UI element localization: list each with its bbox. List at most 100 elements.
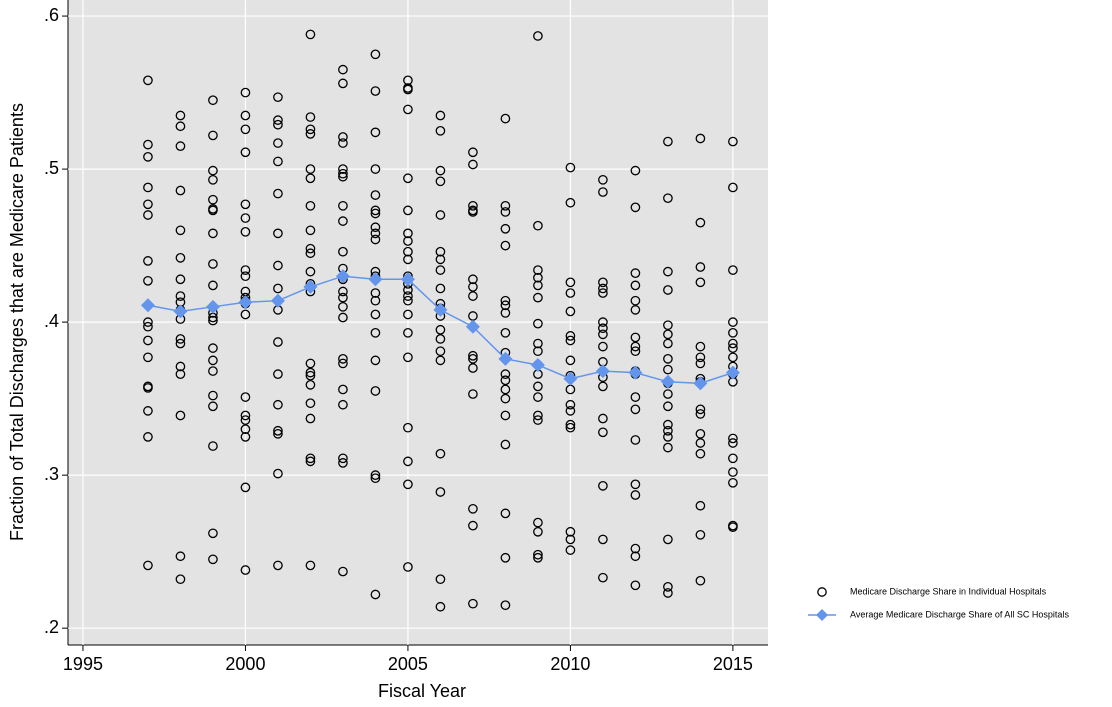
scatter-point xyxy=(663,329,673,340)
line-point xyxy=(660,374,675,389)
scatter-point xyxy=(630,580,641,591)
scatter-point xyxy=(370,208,381,219)
line-point xyxy=(335,269,350,284)
line-point xyxy=(400,272,415,287)
scatter-point xyxy=(338,246,348,257)
scatter-point xyxy=(565,399,576,410)
scatter-point xyxy=(338,64,348,75)
scatter-point xyxy=(403,456,413,467)
scatter-point xyxy=(533,318,543,329)
scatter-point xyxy=(533,526,543,537)
legend-label: Medicare Discharge Share in Individual H… xyxy=(850,586,1047,596)
line-point xyxy=(595,364,610,379)
scatter-point xyxy=(370,295,381,306)
scatter-point xyxy=(338,358,348,369)
scatter-point xyxy=(630,268,641,278)
scatter-point xyxy=(305,243,316,254)
scatter-point xyxy=(695,428,706,439)
scatter-point xyxy=(240,147,251,158)
scatter-point xyxy=(565,534,576,545)
line-point xyxy=(270,293,285,308)
scatter-point xyxy=(630,435,641,445)
scatter-point xyxy=(175,334,186,344)
scatter-point xyxy=(305,225,316,236)
scatter-point xyxy=(500,439,511,450)
scatter-point xyxy=(370,288,381,298)
scatter-point xyxy=(208,165,218,176)
scatter-point xyxy=(240,271,251,282)
scatter-point xyxy=(663,193,673,204)
scatter-point xyxy=(175,338,186,349)
scatter-point xyxy=(143,139,153,150)
line-point xyxy=(205,299,220,314)
scatter-point xyxy=(663,442,673,453)
scatter-point xyxy=(175,361,186,372)
scatter-point xyxy=(208,174,218,185)
scatter-point xyxy=(728,477,738,488)
scatter-point xyxy=(435,110,446,121)
scatter-point xyxy=(468,200,478,211)
scatter-point xyxy=(273,138,283,148)
x-axis-title: Fiscal Year xyxy=(378,681,466,701)
scatter-point xyxy=(273,115,283,125)
scatter-point xyxy=(533,415,543,425)
scatter-point xyxy=(500,327,511,338)
scatter-point xyxy=(143,75,153,86)
scatter-point xyxy=(500,552,511,563)
scatter-point xyxy=(370,222,381,233)
scatter-point xyxy=(370,228,381,239)
scatter-point xyxy=(695,438,706,448)
scatter-point xyxy=(208,205,218,216)
scatter-point xyxy=(435,165,446,176)
scatter-point xyxy=(695,133,706,144)
scatter-point xyxy=(598,413,608,424)
scatter-point xyxy=(533,392,543,402)
scatter-point xyxy=(305,112,316,122)
scatter-point xyxy=(175,291,186,301)
scatter-point xyxy=(273,119,283,130)
scatter-point xyxy=(500,384,511,395)
scatter-point xyxy=(663,419,673,430)
scatter-point xyxy=(305,560,316,571)
scatter-point xyxy=(305,248,316,259)
scatter-point xyxy=(630,551,641,562)
scatter-point xyxy=(468,363,478,373)
scatter-point xyxy=(273,425,283,436)
scatter-point xyxy=(565,419,576,430)
scatter-point xyxy=(728,522,738,533)
scatter-point xyxy=(565,277,576,288)
scatter-point xyxy=(598,572,608,583)
scatter-point xyxy=(175,110,186,121)
scatter-point xyxy=(435,265,446,275)
line-point xyxy=(433,302,448,317)
scatter-point xyxy=(630,346,641,357)
scatter-point xyxy=(143,560,153,571)
scatter-point xyxy=(598,317,608,327)
scatter-point xyxy=(663,285,673,295)
scatter-point xyxy=(565,288,576,298)
scatter-point xyxy=(500,410,511,421)
scatter-point xyxy=(338,168,348,179)
scatter-point xyxy=(143,210,153,220)
scatter-point xyxy=(435,448,446,459)
scatter-point xyxy=(728,182,738,193)
scatter-point xyxy=(370,127,381,138)
scatter-point xyxy=(663,582,673,592)
scatter-point xyxy=(305,456,316,467)
scatter-point xyxy=(370,386,381,396)
scatter-point xyxy=(208,390,218,401)
scatter-point xyxy=(435,601,446,612)
scatter-point xyxy=(728,136,738,147)
scatter-point xyxy=(468,350,478,361)
scatter-point xyxy=(598,329,608,340)
scatter-point xyxy=(370,309,381,320)
scatter-point xyxy=(175,551,186,562)
scatter-point xyxy=(468,159,478,170)
scatter-point xyxy=(305,124,316,135)
scatter-point xyxy=(500,308,511,318)
scatter-point xyxy=(435,324,446,335)
scatter-point xyxy=(338,301,348,312)
scatter-point xyxy=(175,274,186,285)
x-tick-label: 2000 xyxy=(225,654,265,674)
scatter-point xyxy=(338,292,348,303)
